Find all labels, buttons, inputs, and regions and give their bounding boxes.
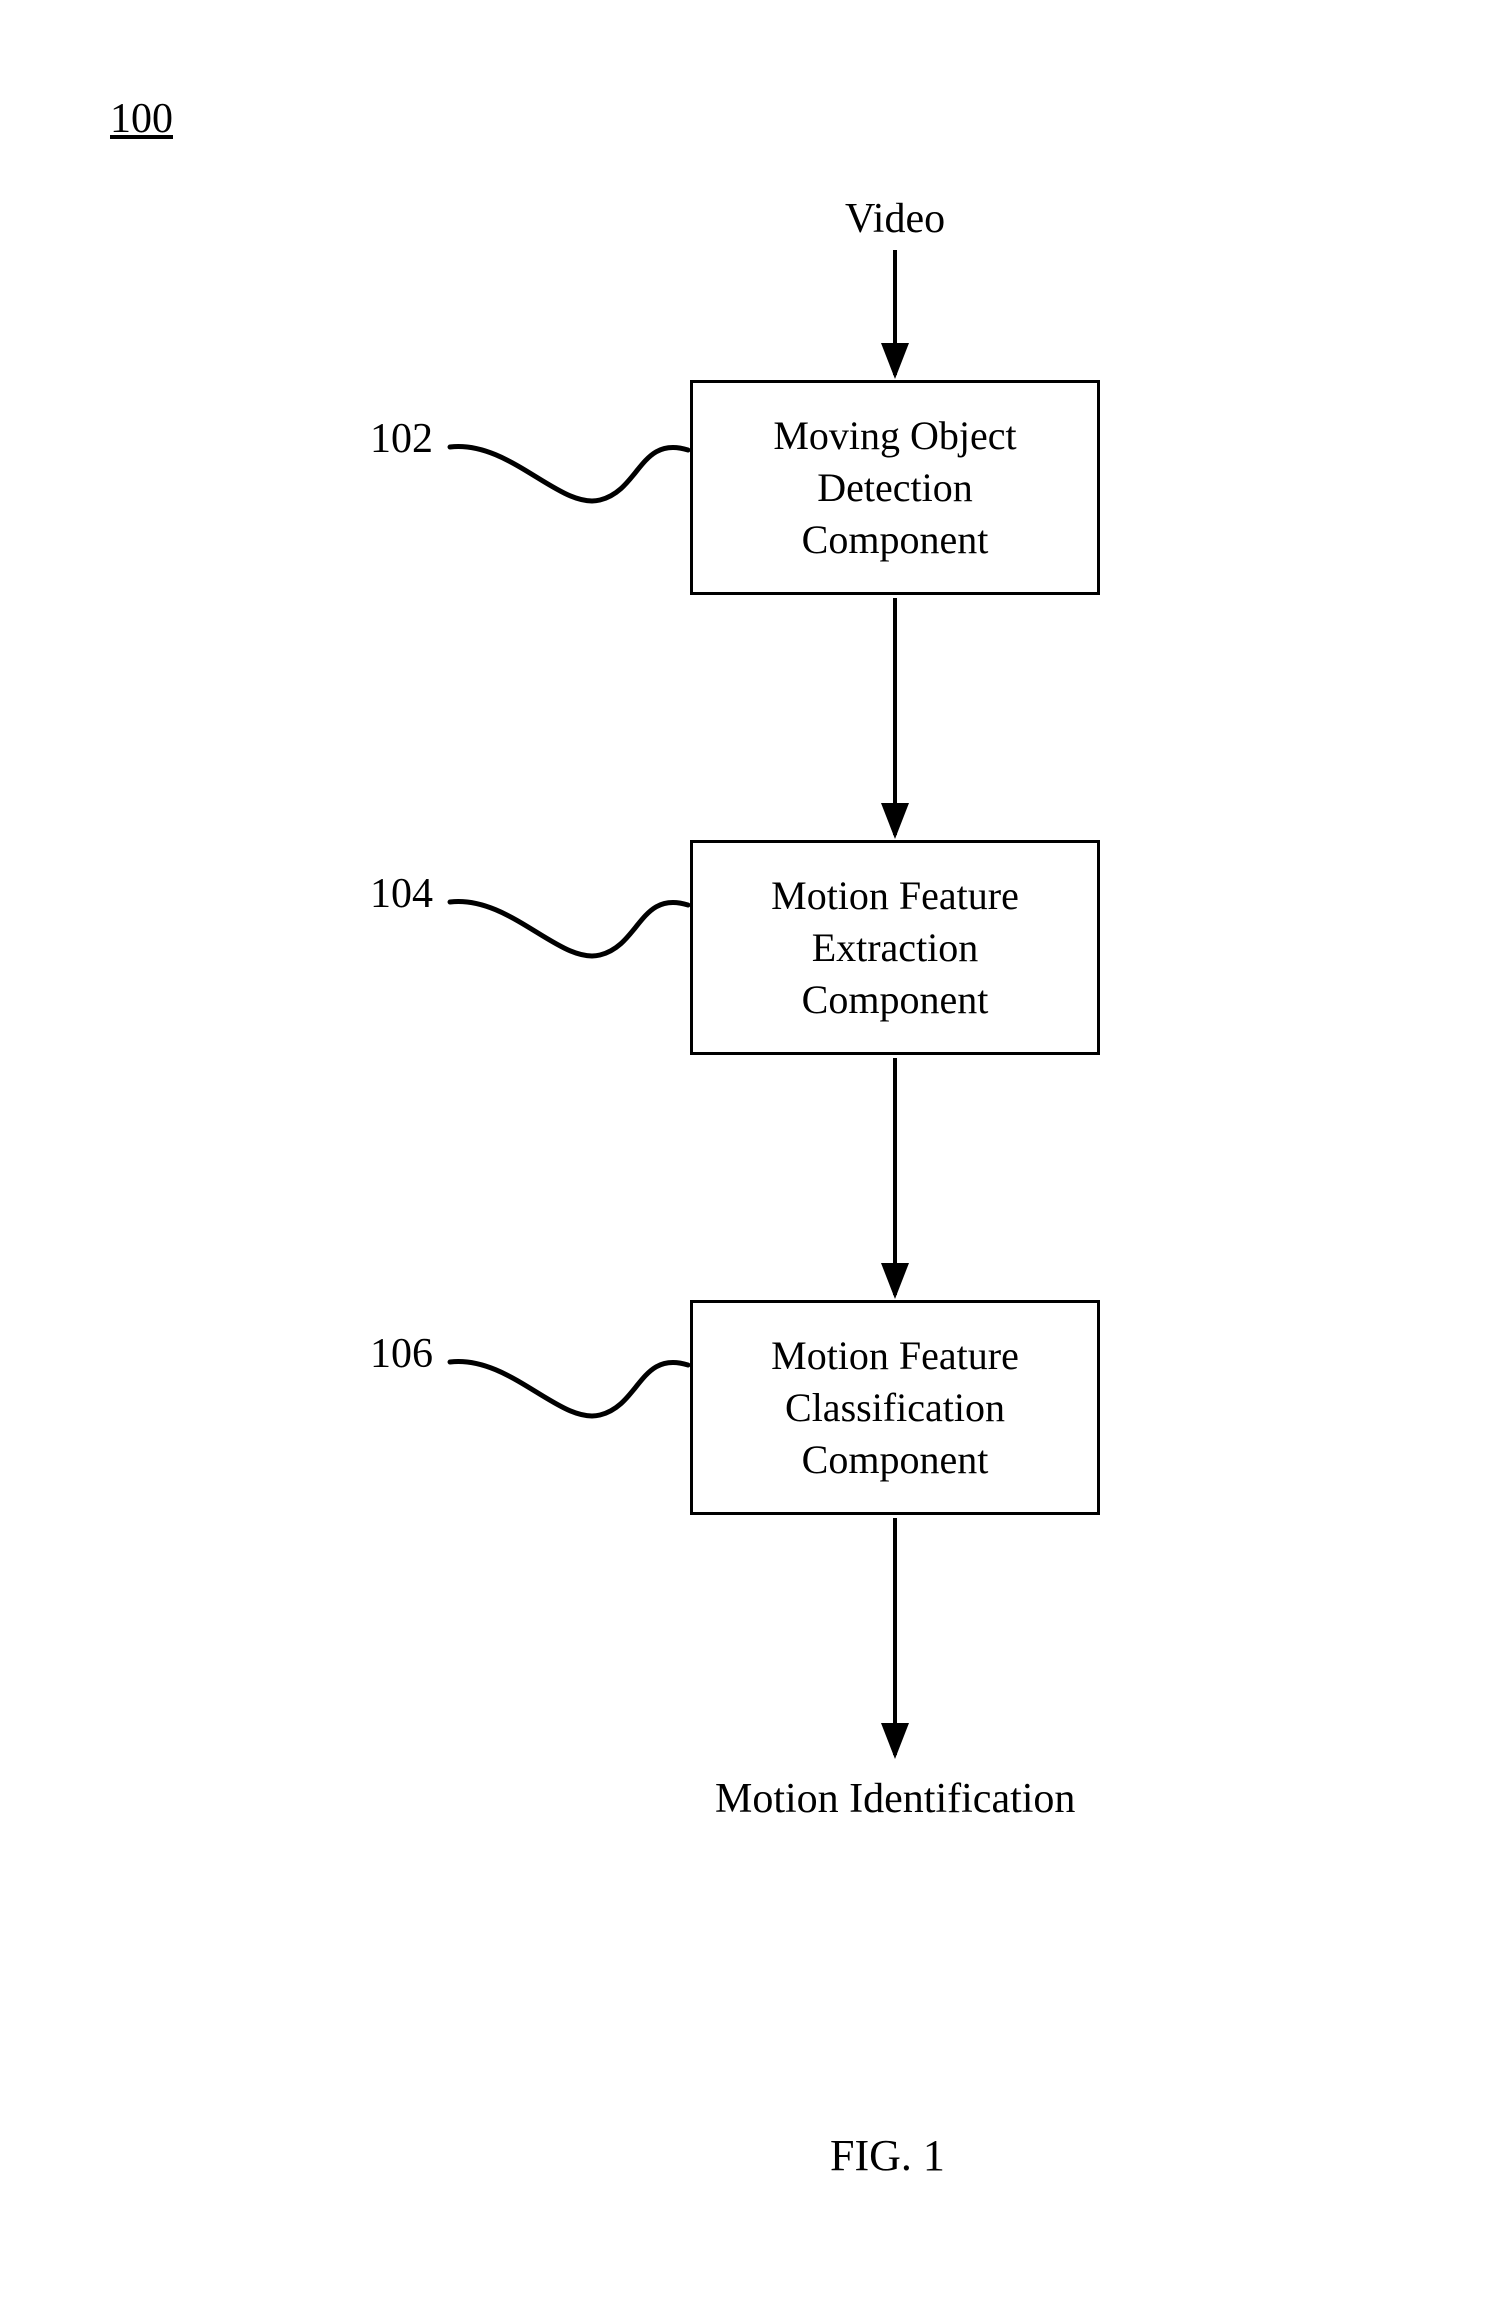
box-line: Classification <box>785 1382 1005 1434</box>
box-line: Detection <box>817 462 973 514</box>
box-motion-feature-extraction: Motion Feature Extraction Component <box>690 840 1100 1055</box>
box-line: Component <box>802 974 989 1026</box>
box-line: Component <box>802 1434 989 1486</box>
figure-number: 100 <box>110 95 173 143</box>
ref-label-106: 106 <box>370 1330 433 1378</box>
diagram-connectors <box>0 0 1505 2300</box>
box-moving-object-detection: Moving Object Detection Component <box>690 380 1100 595</box>
box-line: Moving Object <box>773 410 1016 462</box>
box-line: Extraction <box>812 922 979 974</box>
box-motion-feature-classification: Motion Feature Classification Component <box>690 1300 1100 1515</box>
box-line: Motion Feature <box>771 1330 1019 1382</box>
box-line: Component <box>802 514 989 566</box>
figure-caption: FIG. 1 <box>830 2130 945 2181</box>
output-label: Motion Identification <box>715 1775 1075 1823</box>
ref-label-102: 102 <box>370 415 433 463</box>
ref-label-104: 104 <box>370 870 433 918</box>
input-label: Video <box>845 195 945 243</box>
box-line: Motion Feature <box>771 870 1019 922</box>
